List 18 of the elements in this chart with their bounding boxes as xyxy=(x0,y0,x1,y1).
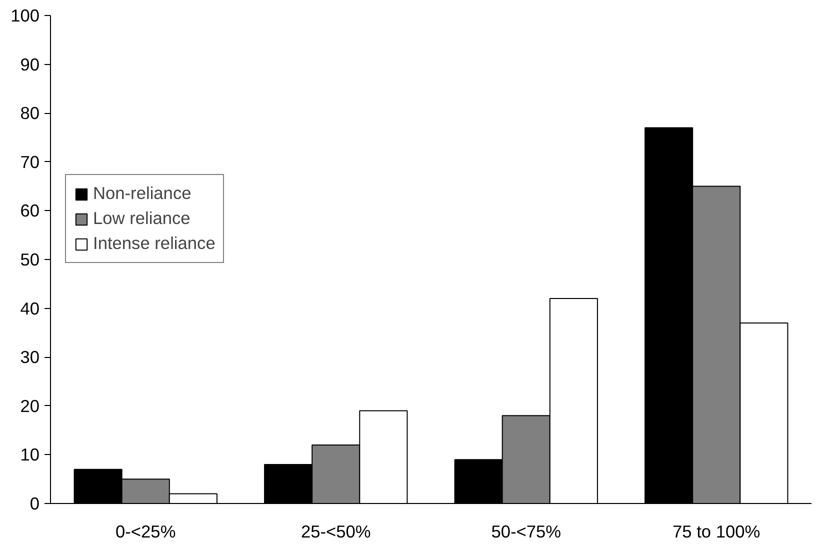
x-tick-label: 25-<50% xyxy=(300,522,371,542)
x-tick-label: 75 to 100% xyxy=(672,522,760,542)
y-tick-label: 80 xyxy=(20,103,40,124)
y-tick-label: 70 xyxy=(20,152,40,172)
legend-label: Low reliance xyxy=(93,208,190,229)
y-tick-label: 10 xyxy=(20,444,40,465)
legend-label: Non-reliance xyxy=(93,183,192,204)
y-tick-label: 20 xyxy=(20,396,40,416)
y-tick-label: 50 xyxy=(20,250,40,270)
y-tick-label: 0 xyxy=(30,494,40,514)
y-tick-label: 40 xyxy=(20,298,40,318)
y-tick-label: 100 xyxy=(10,6,40,26)
x-tick-label: 50-<75% xyxy=(491,522,562,542)
y-tick-label: 90 xyxy=(20,54,40,74)
x-tick-label: 0-<25% xyxy=(116,522,176,542)
legend-label: Intense reliance xyxy=(93,233,216,254)
y-tick-label: 60 xyxy=(20,200,40,221)
y-tick-label: 30 xyxy=(20,347,40,368)
